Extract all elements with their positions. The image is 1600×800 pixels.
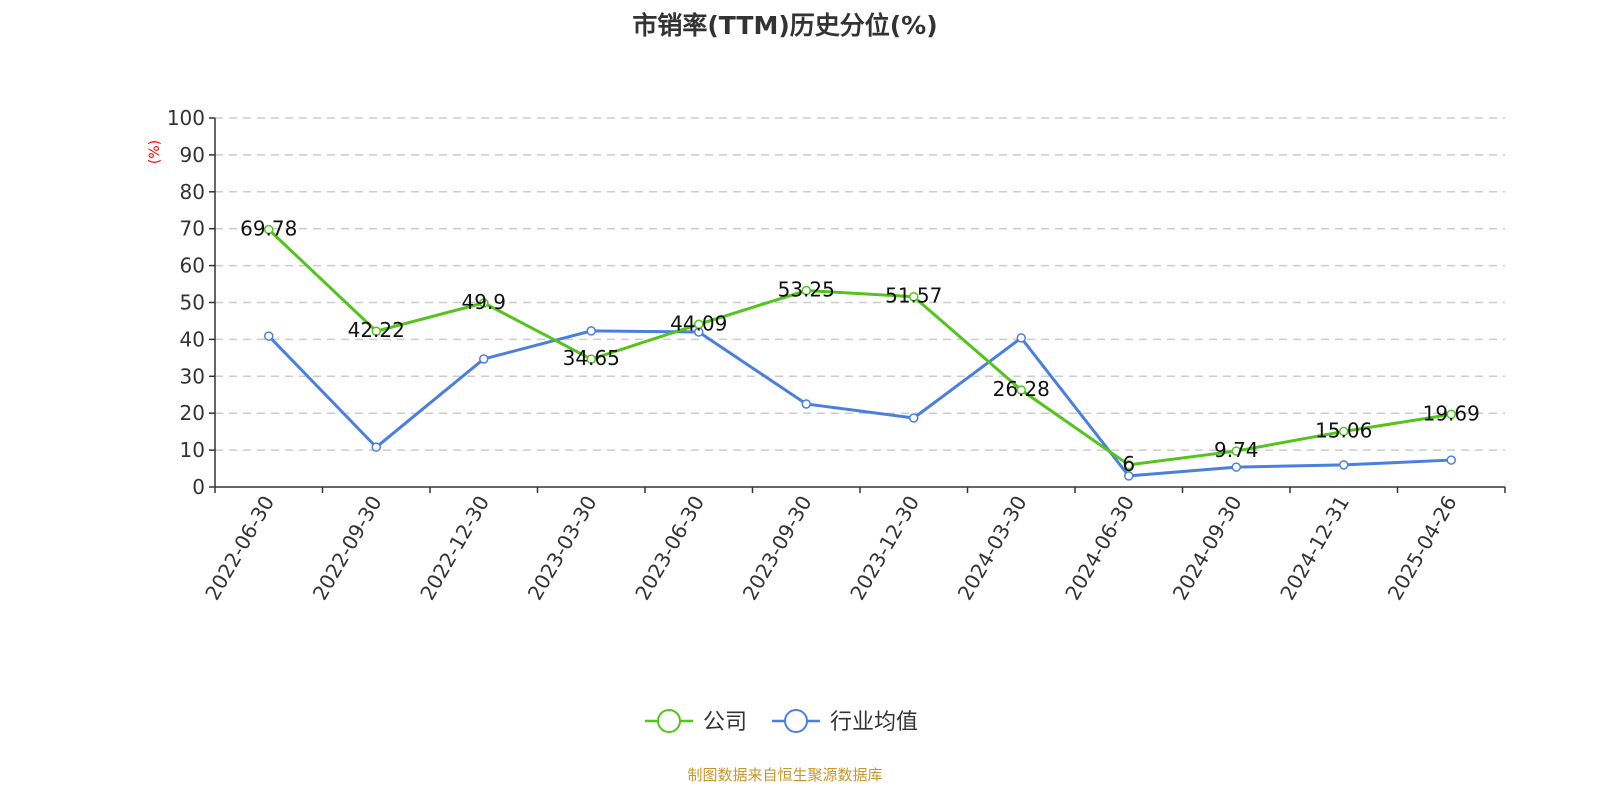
data-label: 15.06 [1315, 418, 1372, 442]
x-tick-label: 2023-06-30 [630, 492, 709, 605]
data-point [909, 413, 919, 423]
x-tick-label: 2023-03-30 [523, 492, 602, 605]
data-point [801, 399, 811, 409]
data-point [586, 326, 596, 336]
y-tick-label: 40 [180, 327, 205, 351]
data-label: 42.22 [348, 318, 405, 342]
data-point [479, 354, 489, 364]
data-label: 19.69 [1423, 401, 1480, 425]
data-point [1339, 460, 1349, 470]
x-tick-label: 2024-12-31 [1275, 492, 1354, 605]
data-label: 9.74 [1214, 438, 1259, 462]
data-label: 69.78 [240, 217, 297, 241]
y-tick-label: 50 [180, 291, 205, 315]
y-tick-label: 0 [192, 475, 205, 499]
y-axis-label: (%) [147, 140, 163, 164]
data-point [1446, 455, 1456, 465]
series-line-1 [267, 329, 1452, 478]
y-tick-label: 80 [180, 180, 205, 204]
data-point [801, 285, 811, 296]
series-line-0 [267, 228, 1452, 467]
data-point [264, 331, 274, 341]
y-tick-label: 70 [180, 217, 205, 241]
x-tick-label: 2022-06-30 [200, 492, 279, 605]
data-label: 44.09 [670, 311, 727, 335]
data-point [371, 442, 381, 452]
legend-label: 行业均值 [830, 710, 918, 735]
data-point [1124, 460, 1134, 470]
legend-label: 公司 [703, 710, 747, 735]
data-point [264, 224, 274, 235]
data-point [1231, 446, 1241, 456]
x-tick-label: 2024-06-30 [1060, 492, 1139, 605]
data-label: 51.57 [885, 284, 942, 308]
data-point [1124, 471, 1134, 481]
x-tick-label: 2024-03-30 [953, 492, 1032, 605]
data-point [1446, 409, 1456, 420]
data-point [1231, 462, 1241, 472]
data-label: 26.28 [993, 377, 1050, 401]
y-tick-label: 20 [180, 401, 205, 425]
x-tick-label: 2022-09-30 [308, 492, 387, 605]
y-tick-label: 90 [180, 143, 205, 167]
y-tick-label: 60 [180, 254, 205, 278]
legend-marker [657, 709, 681, 733]
y-tick-label: 30 [180, 364, 205, 388]
data-point [371, 326, 381, 336]
y-tick-label: 100 [167, 106, 205, 130]
data-point [694, 319, 704, 330]
data-point [1016, 333, 1026, 343]
data-point [586, 354, 596, 364]
data-point [909, 291, 919, 302]
data-source-note: 制图数据来自恒生聚源数据库 [687, 766, 883, 784]
data-label: 6 [1122, 452, 1135, 476]
data-point [1339, 426, 1349, 437]
x-tick-label: 2025-04-26 [1383, 492, 1462, 605]
data-label: 49.9 [461, 290, 506, 314]
x-tick-label: 2023-09-30 [738, 492, 817, 605]
chart-title: 市销率(TTM)历史分位(%) [632, 11, 938, 40]
data-point [479, 298, 489, 308]
x-tick-label: 2024-09-30 [1168, 492, 1247, 605]
x-tick-label: 2023-12-30 [845, 492, 924, 605]
y-tick-label: 10 [180, 438, 205, 462]
legend-marker [784, 709, 808, 733]
data-label: 34.65 [563, 346, 620, 370]
data-point [1016, 385, 1026, 395]
data-label: 53.25 [778, 278, 835, 302]
x-tick-label: 2022-12-30 [415, 492, 494, 605]
